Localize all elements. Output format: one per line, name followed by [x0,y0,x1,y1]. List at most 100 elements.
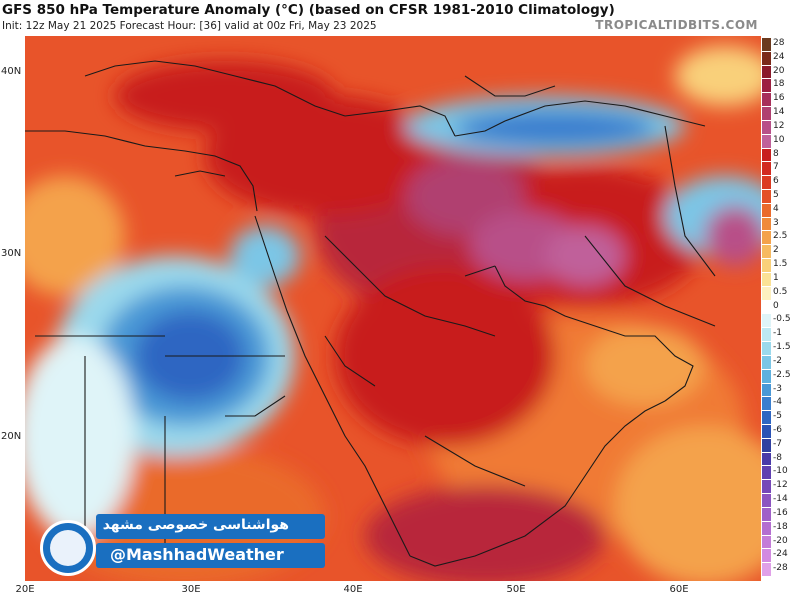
channel-handle-bar: @MashhadWeather [96,543,325,568]
colorbar-label: 1 [773,272,779,283]
colorbar-label: -6 [773,424,782,435]
colorbar-swatch [762,314,771,329]
colorbar-label: -5 [773,411,782,422]
colorbar-level: -6 [761,424,800,439]
colorbar-level: 12 [761,120,800,135]
colorbar-swatch [762,549,771,564]
colorbar-level: 1.5 [761,259,800,273]
colorbar-swatch [762,51,771,66]
colorbar-swatch [762,259,771,273]
colorbar-label: -1 [773,328,782,339]
colorbar-label: 7 [773,162,779,173]
colorbar-label: -18 [773,521,788,532]
colorbar-swatch [762,521,771,536]
colorbar-label: 5 [773,190,779,201]
colorbar-swatch [762,134,771,149]
colorbar-level: -4 [761,397,800,412]
colorbar-label: -1.5 [773,342,791,353]
colorbar-legend: 28 24 20 18 16 14 12 10 8 7 6 5 4 3 2.5 2 1.5 1 0.5 0 -0.5 -1… [761,36,800,581]
colorbar-level: 18 [761,79,800,94]
colorbar-level: 5 [761,190,800,204]
colorbar-label: -28 [773,563,788,574]
colorbar-swatch [762,190,771,204]
colorbar-level: 3 [761,217,800,232]
colorbar-level: 28 [761,38,800,52]
lon-tick-label: 50E [506,584,526,595]
lon-tick-label: 60E [669,584,689,595]
colorbar-level: -3 [761,383,800,398]
colorbar-swatch [762,300,771,315]
colorbar-swatch [762,480,771,495]
colorbar-level: -24 [761,549,800,564]
colorbar-swatch [762,369,771,384]
colorbar-swatch [762,452,771,467]
colorbar-level: -0.5 [761,314,800,329]
colorbar-swatch [762,79,771,94]
temperature-anomaly-map [25,36,761,581]
colorbar-swatch [762,383,771,398]
colorbar-swatch [762,65,771,80]
colorbar-swatch [762,148,771,163]
colorbar-swatch [762,328,771,343]
colorbar-label: -14 [773,494,788,505]
colorbar-swatch [762,286,771,301]
colorbar-level: 2.5 [761,231,800,246]
channel-name-persian: هواشناسی خصوصی مشهد [102,517,289,533]
colorbar-label: 12 [773,120,785,131]
colorbar-label: 6 [773,176,779,187]
colorbar-label: -16 [773,507,788,518]
colorbar-level: -16 [761,507,800,522]
colorbar-swatch [762,494,771,508]
map-subtitle: Init: 12z May 21 2025 Forecast Hour: [36… [2,20,377,32]
colorbar-label: 16 [773,93,785,104]
colorbar-level: -28 [761,563,800,577]
colorbar-label: -20 [773,535,788,546]
colorbar-swatch [762,411,771,425]
colorbar-label: 24 [773,51,785,62]
map-title: GFS 850 hPa Temperature Anomaly (°C) (ba… [2,2,615,18]
colorbar-level: 0 [761,300,800,315]
colorbar-level: -8 [761,452,800,467]
colorbar-swatch [762,535,771,550]
brand-watermark: TROPICALTIDBITS.COM [595,18,758,32]
colorbar-label: -3 [773,383,782,394]
colorbar-level: -2 [761,355,800,370]
colorbar-label: 20 [773,65,785,76]
channel-name-bar: هواشناسی خصوصی مشهد [96,514,325,539]
colorbar-label: 8 [773,148,779,159]
colorbar-level: -1 [761,328,800,343]
colorbar-swatch [762,342,771,356]
colorbar-swatch [762,107,771,121]
colorbar-level: -14 [761,494,800,508]
colorbar-label: 3 [773,217,779,228]
colorbar-level: 8 [761,148,800,163]
colorbar-label: -2 [773,355,782,366]
colorbar-swatch [762,120,771,135]
colorbar-swatch [762,203,771,218]
colorbar-level: -1.5 [761,342,800,356]
colorbar-swatch [762,176,771,191]
colorbar-label: 2 [773,245,779,256]
colorbar-label: -0.5 [773,314,791,325]
colorbar-swatch [762,466,771,481]
colorbar-swatch [762,397,771,412]
colorbar-level: 16 [761,93,800,108]
colorbar-label: 18 [773,79,785,90]
colorbar-level: -5 [761,411,800,425]
colorbar-swatch [762,245,771,260]
colorbar-swatch [762,438,771,453]
colorbar-label: -7 [773,438,782,449]
colorbar-label: 0.5 [773,286,788,297]
colorbar-level: 20 [761,65,800,80]
colorbar-level: 4 [761,203,800,218]
colorbar-label: 2.5 [773,231,788,242]
lon-tick-label: 30E [181,584,201,595]
colorbar-level: -2.5 [761,369,800,384]
cloud-logo-icon [50,530,86,566]
colorbar-label: -12 [773,480,788,491]
lat-tick-label: 30N [1,248,22,259]
colorbar-label: 4 [773,203,779,214]
colorbar-level: 6 [761,176,800,191]
colorbar-level: -18 [761,521,800,536]
colorbar-label: 10 [773,134,785,145]
